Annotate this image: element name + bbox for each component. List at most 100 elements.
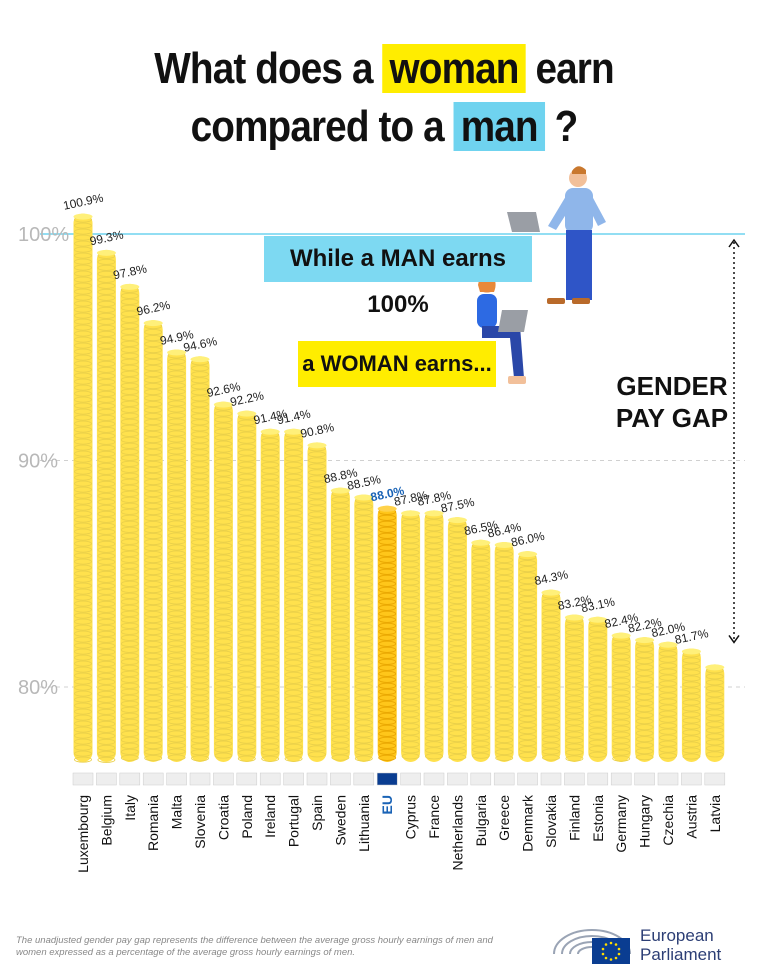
coin-stack-bar-estonia	[588, 616, 608, 762]
category-label: Slovakia	[543, 795, 559, 848]
flag-icon-slovenia	[189, 772, 211, 786]
y-tick-label: 100%	[18, 224, 69, 246]
european-parliament-logo	[553, 929, 631, 964]
flag-icon-estonia	[587, 772, 609, 786]
coin-stack-bar-italy	[120, 283, 140, 762]
value-label: 84.3%	[533, 567, 570, 588]
value-label: 83.1%	[580, 594, 617, 615]
flag-icon-finland	[564, 772, 585, 786]
value-label: 92.2%	[229, 388, 266, 409]
category-label: Belgium	[98, 795, 114, 846]
value-label: 82.0%	[650, 619, 687, 640]
category-label: Austria	[683, 795, 699, 839]
value-label: 87.8%	[393, 488, 430, 509]
value-label: 94.9%	[159, 327, 196, 348]
category-label: Cyprus	[403, 795, 419, 839]
eu-stars	[601, 941, 621, 961]
value-label: 82.4%	[603, 610, 640, 631]
value-label: 91.4%	[252, 406, 289, 427]
flag-icon-portugal	[283, 772, 304, 786]
coin-stack-bar-cyprus	[401, 510, 421, 762]
coin-stack-bar-austria	[681, 648, 701, 762]
flag-icon-poland	[236, 772, 258, 786]
category-label: Sweden	[332, 795, 348, 846]
category-label: Lithuania	[356, 795, 372, 852]
value-label: 87.5%	[439, 495, 476, 516]
flag-icon-cyprus	[400, 772, 421, 786]
title-woman-highlight: woman	[382, 44, 526, 93]
category-label: Germany	[613, 795, 629, 853]
title-man-highlight: man	[453, 102, 545, 151]
footnote: The unadjusted gender pay gap represents…	[16, 935, 493, 958]
flag-icon-romania	[142, 772, 164, 786]
category-label: Italy	[122, 795, 138, 821]
coin-stack-bar-eu	[377, 505, 397, 762]
y-tick-label: 90%	[18, 451, 58, 473]
value-label: 90.8%	[299, 420, 336, 441]
coin-stack-bar-romania	[143, 320, 163, 762]
flag-icon-lithuania	[353, 772, 375, 786]
man-with-laptop-illustration	[507, 166, 606, 304]
value-label: 86.5%	[463, 517, 500, 538]
value-label: 88.8%	[322, 465, 359, 486]
category-label: Bulgaria	[473, 795, 489, 847]
title-line2-pre: compared to a	[190, 102, 445, 151]
coin-stack-bar-finland	[564, 614, 584, 762]
flag-icon-denmark	[517, 772, 538, 786]
coin-stack-bar-netherlands	[447, 517, 467, 762]
flag-icon-malta	[166, 772, 187, 786]
flag-icon-slovakia	[540, 772, 562, 786]
coin-stack-bar-france	[424, 510, 444, 762]
gap-label-line-2: PAY GAP	[615, 403, 729, 433]
man-earns-label: While a MAN earns 100%	[264, 236, 532, 318]
coin-stack-bar-germany	[611, 632, 631, 762]
coin-stack-bar-ireland	[260, 428, 280, 762]
flag-icon-greece	[493, 772, 515, 786]
coin-stack-bar-belgium	[96, 249, 116, 763]
value-label: 100.9%	[62, 191, 105, 213]
category-label: Latvia	[707, 795, 723, 833]
flag-icon-austria	[681, 772, 702, 786]
value-label: 87.8%	[416, 488, 453, 509]
category-label: Croatia	[215, 795, 231, 840]
category-label: Denmark	[520, 794, 536, 852]
category-label: Romania	[145, 795, 161, 851]
value-label: 88.5%	[346, 472, 383, 493]
title-line2-post: ?	[554, 102, 579, 151]
value-label: 83.2%	[556, 592, 593, 613]
category-label: Malta	[169, 795, 185, 829]
flag-icon-latvia	[704, 772, 726, 786]
category-label: Estonia	[590, 795, 606, 842]
value-label: 86.0%	[510, 529, 547, 550]
coin-stack-bar-czechia	[658, 641, 678, 762]
category-label: Netherlands	[449, 795, 465, 871]
flag-icon-spain	[306, 772, 328, 786]
category-label: Portugal	[286, 795, 302, 847]
title-line1-pre: What does a	[154, 44, 373, 93]
flag-icon-bulgaria	[470, 772, 492, 786]
value-label: 99.3%	[88, 227, 125, 248]
flag-icon-germany	[610, 772, 632, 786]
pay-gap-arrow-top	[728, 238, 740, 248]
category-label: Slovenia	[192, 795, 208, 849]
value-label: 92.6%	[205, 379, 242, 400]
category-label: Ireland	[262, 795, 278, 838]
category-label: Hungary	[637, 795, 653, 848]
flag-icon-hungary	[634, 772, 655, 786]
value-label: 97.8%	[112, 261, 149, 282]
value-label: 82.2%	[627, 615, 664, 636]
logo-line-1: European	[640, 926, 714, 945]
category-label: Czechia	[660, 795, 676, 846]
coin-stack-bar-spain	[307, 442, 327, 762]
flag-icon-france	[423, 772, 445, 786]
coin-stack-bar-luxembourg	[73, 213, 93, 763]
title-line-2: compared to a man ?	[46, 98, 722, 156]
category-label: Spain	[309, 795, 325, 831]
coin-stack-bar-slovenia	[190, 356, 210, 762]
title-line-1: What does a woman earn	[46, 40, 722, 98]
coin-stack-bar-latvia	[705, 664, 725, 762]
value-label: 86.4%	[486, 520, 523, 541]
gap-label-line-1: GENDER	[616, 371, 728, 401]
coin-stack-bar-slovakia	[541, 589, 561, 762]
